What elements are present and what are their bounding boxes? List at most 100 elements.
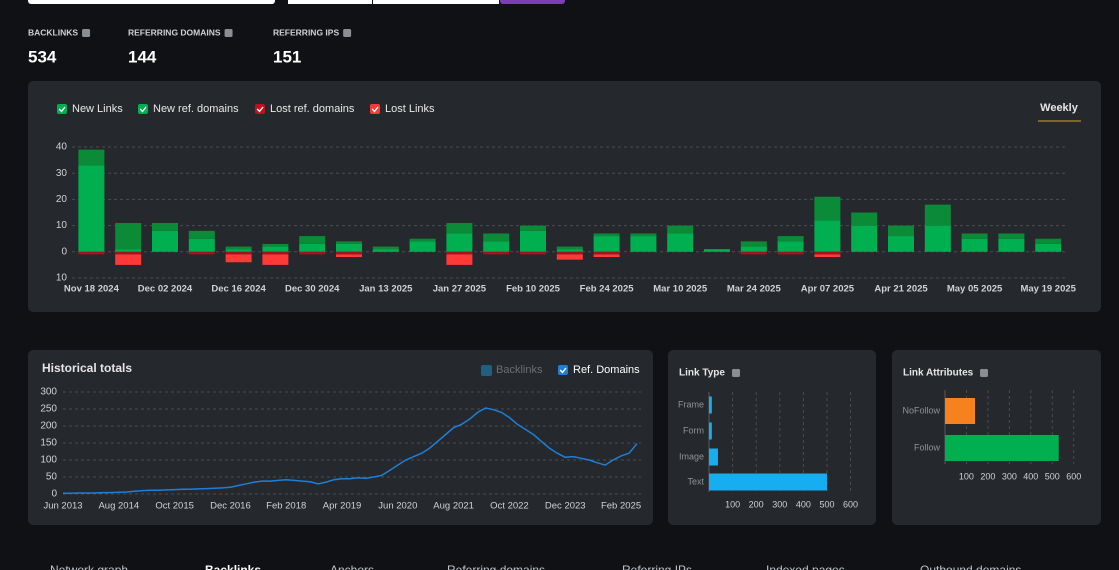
- x-tick-label: 500: [1045, 471, 1060, 481]
- bar-segment: [924, 225, 951, 252]
- nav-tab[interactable]: Outbound domains: [920, 563, 1021, 570]
- stat-value: 151: [273, 47, 301, 66]
- bar-segment: [446, 251, 473, 255]
- help-icon: [224, 29, 233, 37]
- y-tick-label: 250: [40, 404, 57, 415]
- x-tick-label: 300: [772, 499, 787, 509]
- panel-historical: [28, 350, 653, 525]
- bar-segment: [225, 251, 252, 255]
- bar: [945, 435, 1059, 461]
- bar-segment: [520, 230, 546, 252]
- x-tick-label: Jan 27 2025: [433, 284, 487, 295]
- bar-segment: [299, 243, 326, 252]
- nav-tab[interactable]: Indexed pages: [766, 563, 845, 570]
- legend-checkbox: [255, 104, 265, 114]
- y-tick-label: NoFollow: [902, 405, 940, 415]
- y-tick-label: 50: [46, 472, 58, 483]
- legend-label[interactable]: New ref. domains: [153, 103, 239, 115]
- bar-segment: [262, 254, 289, 265]
- panel-main: [28, 81, 1101, 312]
- legend-label[interactable]: Ref. Domains: [573, 364, 640, 376]
- mode-select[interactable]: [288, 0, 372, 4]
- bar-segment: [593, 251, 620, 255]
- bar: [709, 422, 712, 440]
- bar-segment: [152, 222, 178, 231]
- bar-segment: [961, 233, 988, 239]
- x-tick-label: 200: [980, 471, 995, 481]
- nav-tab[interactable]: Backlinks: [205, 563, 261, 570]
- help-icon: [732, 369, 740, 377]
- bar-segment: [78, 149, 105, 166]
- bar: [709, 473, 827, 491]
- bar-segment: [225, 249, 252, 252]
- bar-segment: [262, 243, 289, 247]
- bar-segment: [336, 254, 362, 258]
- bar-segment: [188, 230, 215, 239]
- bar-segment: [740, 246, 767, 252]
- bar-segment: [115, 254, 142, 265]
- bar-segment: [115, 251, 142, 255]
- legend-label[interactable]: Lost Links: [385, 103, 435, 115]
- x-tick-label: 100: [725, 499, 740, 509]
- bar-segment: [336, 251, 362, 255]
- bar-segment: [520, 251, 546, 255]
- x-tick-label: Mar 10 2025: [653, 284, 708, 295]
- y-tick-label: 10: [56, 220, 68, 231]
- x-tick-label: Aug 2014: [98, 501, 139, 512]
- stat-label: REFERRING IPS: [273, 27, 339, 37]
- bar: [709, 396, 712, 414]
- bar-segment: [225, 246, 252, 250]
- nav-tab[interactable]: Referring IPs: [622, 563, 692, 570]
- help-icon: [980, 369, 988, 377]
- period-tab[interactable]: Weekly: [1040, 102, 1079, 114]
- bar-segment: [998, 238, 1025, 252]
- y-tick-label: Form: [683, 425, 704, 435]
- search-button[interactable]: [500, 0, 565, 4]
- x-tick-label: 600: [843, 499, 858, 509]
- filter-select[interactable]: [373, 0, 499, 4]
- bar-segment: [851, 212, 878, 226]
- bar-segment: [115, 222, 142, 250]
- bar-segment: [814, 254, 841, 258]
- bar-segment: [188, 251, 215, 255]
- x-tick-label: Apr 21 2025: [874, 284, 928, 295]
- x-tick-label: Jan 13 2025: [359, 284, 413, 295]
- bar-segment: [924, 204, 951, 226]
- bar-segment: [998, 233, 1025, 239]
- bar-segment: [814, 196, 841, 221]
- legend-checkbox: [481, 365, 492, 376]
- legend-label[interactable]: Backlinks: [496, 364, 543, 376]
- legend-checkbox: [138, 104, 148, 114]
- x-tick-label: Nov 18 2024: [64, 284, 120, 295]
- x-tick-label: 200: [749, 499, 764, 509]
- y-tick-label: 30: [56, 168, 68, 179]
- y-tick-label: 100: [40, 455, 57, 466]
- nav-tab[interactable]: Network graph: [50, 563, 128, 570]
- bar-segment: [188, 238, 215, 252]
- legend-checkbox: [558, 365, 568, 375]
- x-tick-label: 600: [1066, 471, 1081, 481]
- bar-segment: [556, 249, 583, 252]
- bar-segment: [152, 230, 178, 252]
- bar-segment: [777, 241, 804, 252]
- bar-segment: [336, 243, 362, 252]
- x-tick-label: 300: [1002, 471, 1017, 481]
- nav-tab[interactable]: Anchors: [330, 563, 374, 570]
- x-tick-label: Dec 2016: [210, 501, 251, 512]
- legend-label[interactable]: New Links: [72, 103, 123, 115]
- bar-segment: [630, 236, 657, 252]
- legend-label[interactable]: Lost ref. domains: [270, 103, 355, 115]
- x-tick-label: Mar 24 2025: [727, 284, 782, 295]
- x-tick-label: Feb 24 2025: [580, 284, 635, 295]
- bar-segment: [372, 249, 399, 252]
- x-tick-label: Apr 2019: [323, 501, 362, 512]
- help-icon: [343, 29, 352, 37]
- bar-segment: [115, 249, 142, 252]
- search-input[interactable]: [28, 0, 275, 4]
- bar-segment: [851, 225, 878, 252]
- nav-tab[interactable]: Referring domains: [447, 563, 545, 570]
- bar-segment: [299, 251, 326, 255]
- bar-segment: [814, 251, 841, 255]
- panel-title: Link Attributes: [903, 368, 974, 379]
- bar-segment: [262, 246, 289, 252]
